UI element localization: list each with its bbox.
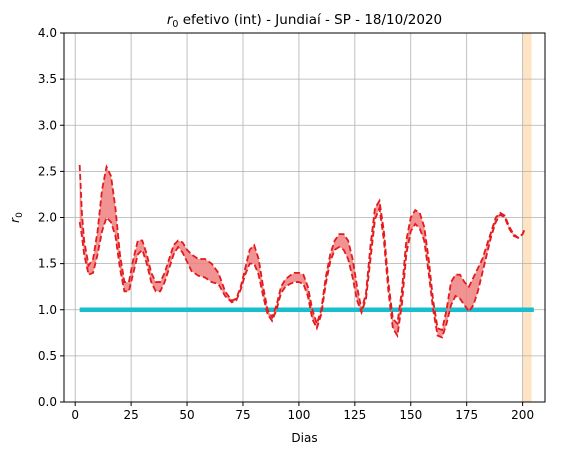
y-tick-label: 3.0	[38, 118, 57, 132]
y-tick-label: 1.0	[38, 303, 57, 317]
x-tick-label: 50	[179, 408, 194, 422]
y-tick-label: 4.0	[38, 26, 57, 40]
upper-bound-line	[78, 163, 526, 332]
x-tick-label: 150	[399, 408, 422, 422]
y-tick-label: 0.5	[38, 349, 57, 363]
plot-area	[64, 32, 545, 403]
y-tick-label: 2.5	[38, 164, 57, 178]
y-axis-label: r0	[8, 212, 25, 223]
x-tick-label: 75	[235, 408, 250, 422]
x-tick-label: 200	[511, 408, 534, 422]
x-tick-label: 175	[455, 408, 478, 422]
chart-title: r0 efetivo (int) - Jundiaí - SP - 18/10/…	[167, 12, 442, 30]
y-tick-label: 0.0	[38, 395, 57, 409]
x-tick-label: 25	[123, 408, 138, 422]
y-tick-label: 1.5	[38, 257, 57, 271]
y-tick-label: 3.5	[38, 72, 57, 86]
x-tick-label: 0	[71, 408, 79, 422]
x-tick-label: 100	[287, 408, 310, 422]
x-tick-label: 125	[343, 408, 366, 422]
x-axis-label: Dias	[291, 431, 317, 445]
lower-bound-line	[78, 204, 526, 339]
y-tick-label: 2.0	[38, 211, 57, 225]
